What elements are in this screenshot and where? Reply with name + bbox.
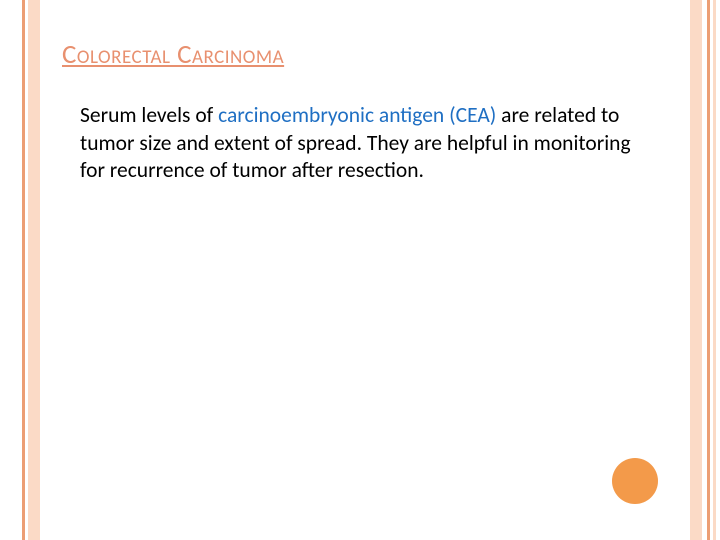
- border-right-thin1: [707, 0, 710, 540]
- slide: Colorectal Carcinoma Serum levels of car…: [0, 0, 720, 540]
- border-right-wide: [690, 0, 702, 540]
- border-left-wide: [28, 0, 40, 540]
- border-right-thin2: [713, 0, 716, 540]
- border-left-thin: [22, 0, 25, 540]
- body-pre-text: Serum levels of: [80, 102, 218, 128]
- body-highlight: carcinoembryonic antigen (CEA): [218, 102, 496, 128]
- slide-body: Serum levels of carcinoembryonic antigen…: [80, 102, 655, 185]
- accent-circle-icon: [612, 458, 658, 504]
- slide-title: Colorectal Carcinoma: [62, 38, 284, 71]
